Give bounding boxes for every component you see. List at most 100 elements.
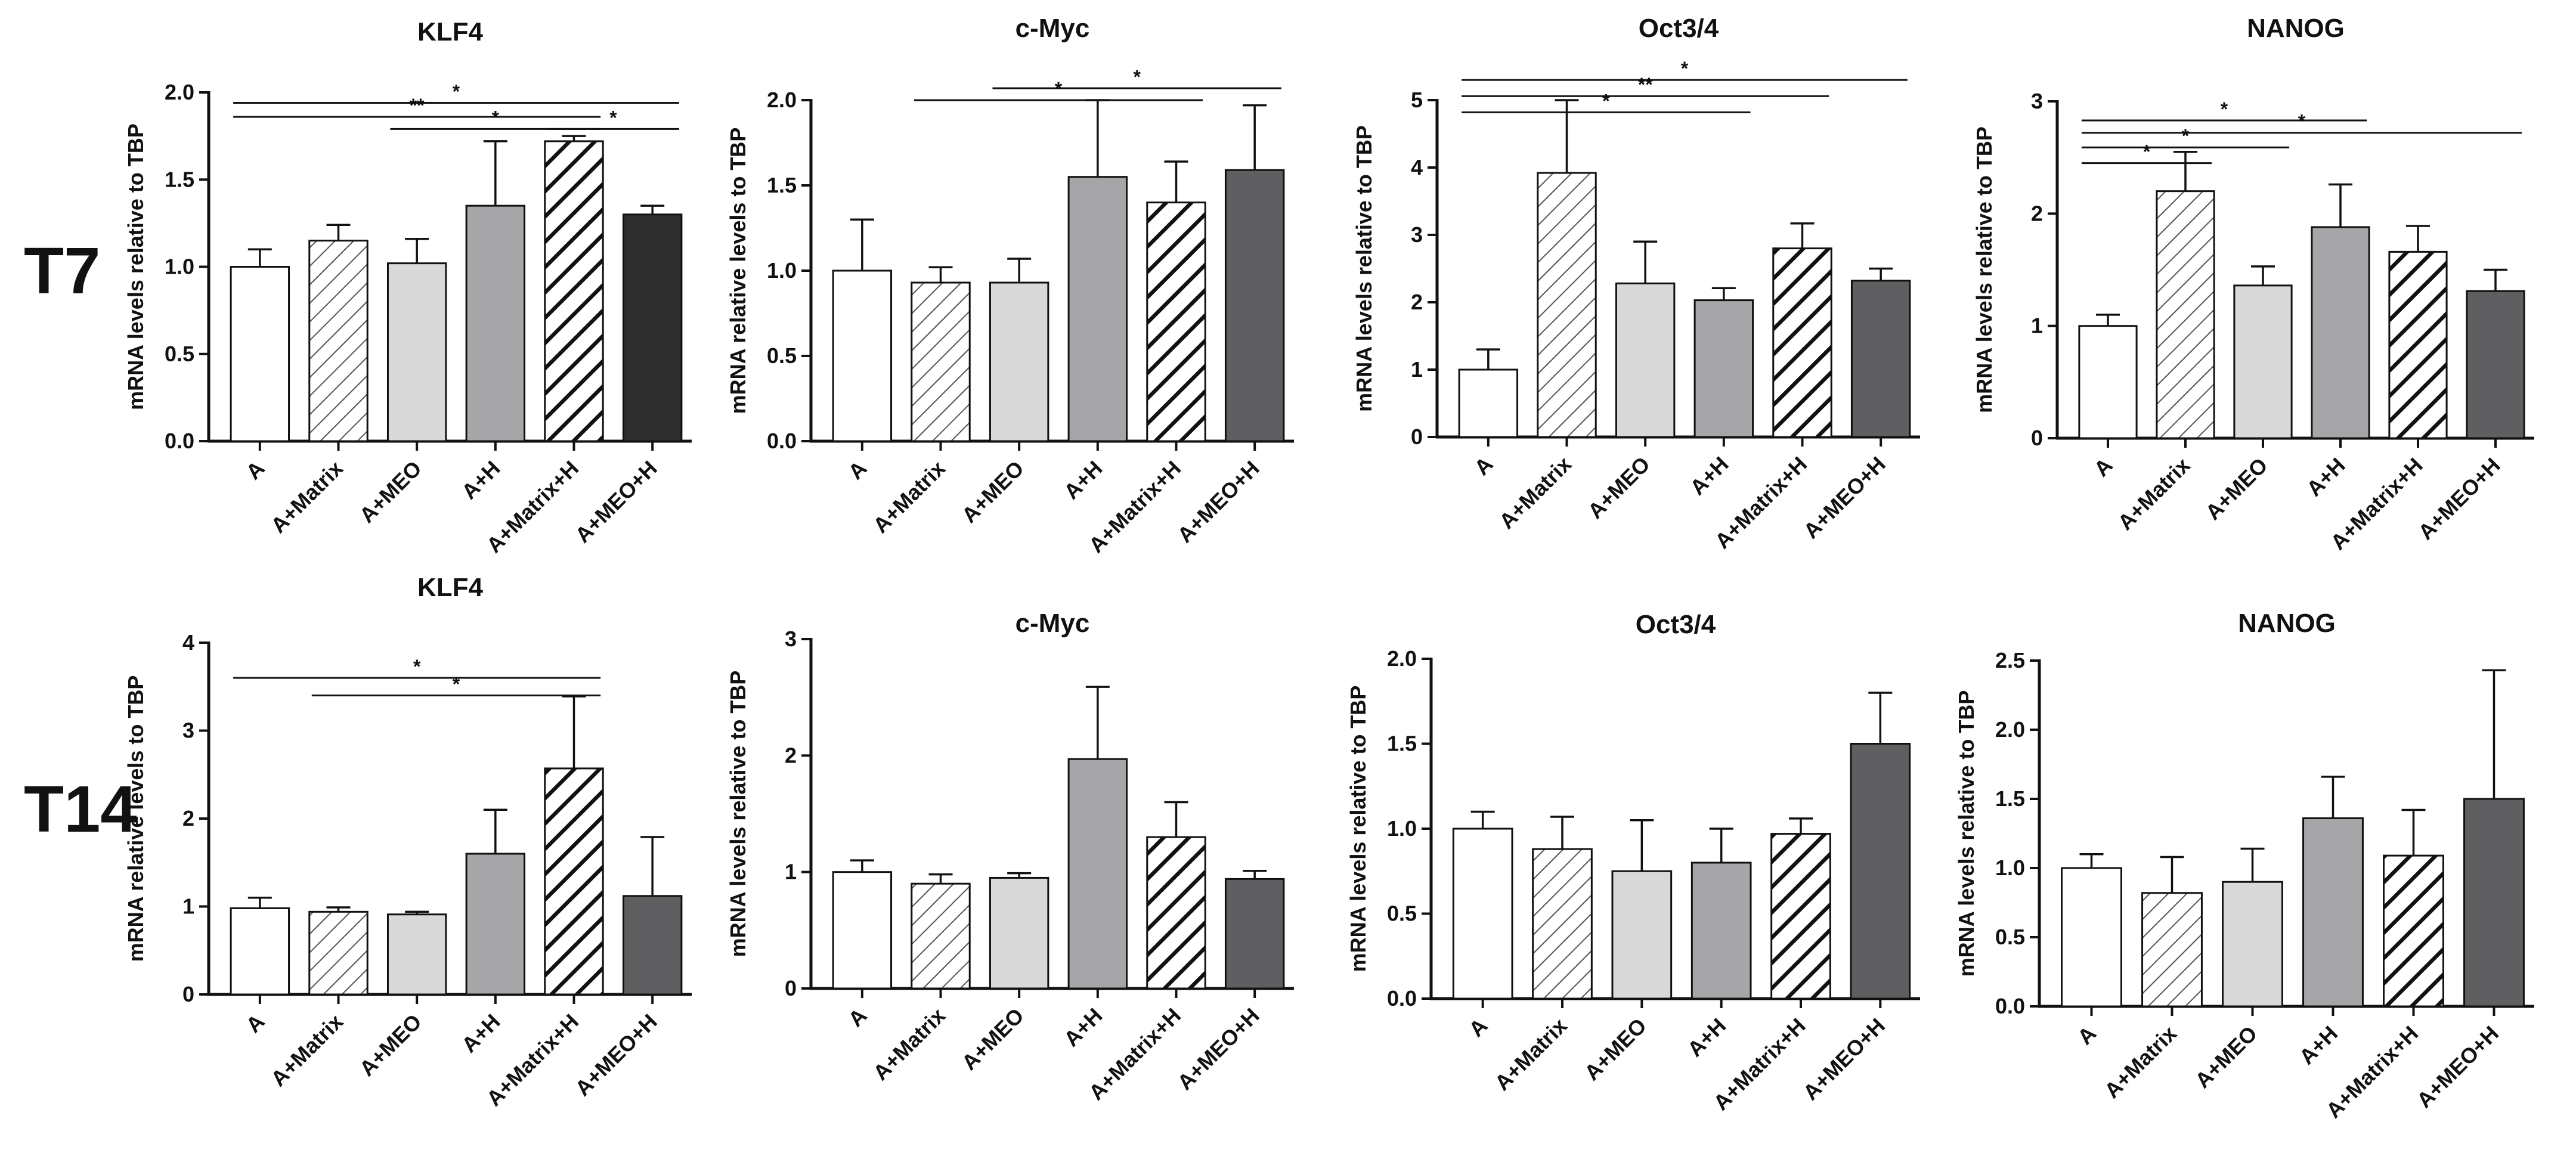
x-tick-label: A (843, 456, 871, 484)
x-tick-label: A+Matrix (1494, 452, 1576, 534)
x-tick-label: A+MEO+H (1798, 1014, 1890, 1105)
y-tick-label: 1.0 (165, 255, 194, 279)
y-tick-label: 3 (2031, 89, 2043, 113)
bar (1452, 828, 1513, 1000)
chart-panel-t7-klf4: KLF4 mRNA levels relative to TBP 0.0 0.5 1.0… (123, 17, 692, 557)
y-tick-label: 1 (182, 894, 194, 919)
bar (622, 895, 683, 996)
x-tick-label: A+H (1683, 1014, 1731, 1062)
y-tick-label: 1.0 (1387, 816, 1417, 841)
row-label-t14: T14 (24, 773, 137, 846)
y-tick-label: 0 (1411, 424, 1423, 449)
chart-title: KLF4 (417, 573, 484, 602)
y-tick-label: 4 (1411, 155, 1423, 179)
y-tick-label: 0.0 (1995, 994, 2025, 1018)
significance-label: * (2298, 111, 2306, 132)
x-tick-label: A+MEO+H (1172, 1003, 1264, 1095)
x-tick-label: A+H (457, 1009, 505, 1058)
y-tick-label: 0 (2031, 426, 2043, 450)
y-tick-label: 0 (182, 982, 194, 1006)
chart-panel-t7-oct3-4: Oct3/4 mRNA levels relative to TBP 0 1 2 3 4 5 A… (1352, 14, 1920, 553)
significance-label: * (2182, 125, 2190, 147)
y-tick-label: 2 (785, 743, 797, 767)
bar (1770, 833, 1831, 1000)
x-tick-label: A+MEO (957, 1003, 1029, 1075)
x-tick-label: A (843, 1003, 871, 1031)
y-tick-label: 1.5 (165, 167, 194, 191)
x-tick-label: A (1464, 1014, 1492, 1042)
y-tick-label: 0 (785, 976, 797, 1000)
significance-label: ** (1638, 74, 1653, 95)
x-tick-label: A+MEO+H (570, 456, 661, 547)
significance-label: * (492, 107, 500, 128)
chart-panel-t14-oct3-4: Oct3/4 mRNA levels relative to TBP 0.0 0.5 1… (1346, 610, 1920, 1115)
bar (230, 266, 290, 442)
bar (1067, 176, 1128, 442)
x-tick-label: A+MEO+H (1172, 456, 1264, 547)
x-tick-label: A+MEO (355, 1009, 426, 1081)
bar (832, 871, 893, 990)
bar (1224, 878, 1285, 990)
bar (1458, 368, 1519, 438)
y-axis-label: mRNA levels relative to TBP (726, 671, 750, 957)
y-axis-label: mRNA relative levels to TBP (123, 675, 148, 962)
significance-label: * (2143, 141, 2151, 163)
bar (2302, 817, 2364, 1008)
y-tick-label: 4 (182, 630, 194, 655)
bar (2311, 226, 2370, 439)
x-tick-label: A+Matrix (868, 1003, 950, 1085)
bar (2383, 854, 2444, 1008)
bar (1690, 861, 1752, 1000)
y-tick-label: 2 (2031, 201, 2043, 225)
y-tick-label: 1 (2031, 314, 2043, 338)
y-axis-label: mRNA relative levels to TBP (726, 128, 750, 414)
x-tick-label: A+MEO (1583, 452, 1655, 523)
chart-title: c-Myc (1015, 14, 1090, 43)
chart-title: Oct3/4 (1639, 14, 1719, 43)
x-tick-label: A+Matrix (266, 1009, 348, 1091)
bar (2141, 892, 2203, 1008)
x-tick-label: A+H (1059, 1003, 1107, 1052)
y-tick-label: 2 (1411, 290, 1423, 314)
x-tick-label: A+H (2295, 1021, 2343, 1070)
bar (1850, 280, 1911, 438)
bar (1772, 247, 1832, 438)
bar (2078, 325, 2138, 439)
x-tick-label: A+MEO+H (2412, 1021, 2503, 1112)
x-tick-label: A+Matrix (868, 456, 950, 538)
chart-panel-t7-c-myc: c-Myc mRNA relative levels to TBP 0.0 0.5 1.… (726, 14, 1294, 557)
bar (1537, 172, 1597, 438)
bar (1067, 758, 1128, 990)
significance-label: * (1681, 58, 1689, 79)
x-tick-label: A+MEO+H (570, 1009, 661, 1101)
x-tick-label: A+MEO (957, 456, 1029, 528)
bar (544, 140, 604, 442)
bar (1146, 202, 1206, 442)
y-tick-label: 0.0 (1387, 986, 1417, 1011)
significance-label: * (453, 81, 460, 103)
x-tick-label: A+Matrix (2113, 453, 2194, 535)
significance-label: * (413, 656, 421, 677)
chart-panel-t14-nanog: NANOG mRNA levels relative to TBP 0.0 0.5 1.… (1954, 609, 2534, 1123)
bar (2233, 284, 2293, 439)
x-tick-label: A+MEO (2190, 1021, 2262, 1093)
y-tick-label: 3 (182, 718, 194, 743)
y-tick-label: 2.0 (767, 88, 797, 112)
x-tick-label: A+MEO+H (1798, 452, 1890, 543)
chart-title: NANOG (2247, 14, 2345, 43)
chart-title: NANOG (2238, 609, 2336, 638)
bar (544, 767, 604, 996)
bar (1532, 848, 1593, 1000)
chart-title: Oct3/4 (1636, 610, 1716, 639)
bar (1693, 299, 1754, 438)
x-tick-label: A (241, 456, 269, 484)
bar (2061, 867, 2122, 1008)
y-axis-label: mRNA levels relative to TBP (123, 123, 148, 410)
y-tick-label: 0.5 (767, 343, 797, 368)
bar (1850, 743, 1911, 1000)
bar (989, 876, 1049, 990)
y-tick-label: 1.5 (767, 173, 797, 197)
